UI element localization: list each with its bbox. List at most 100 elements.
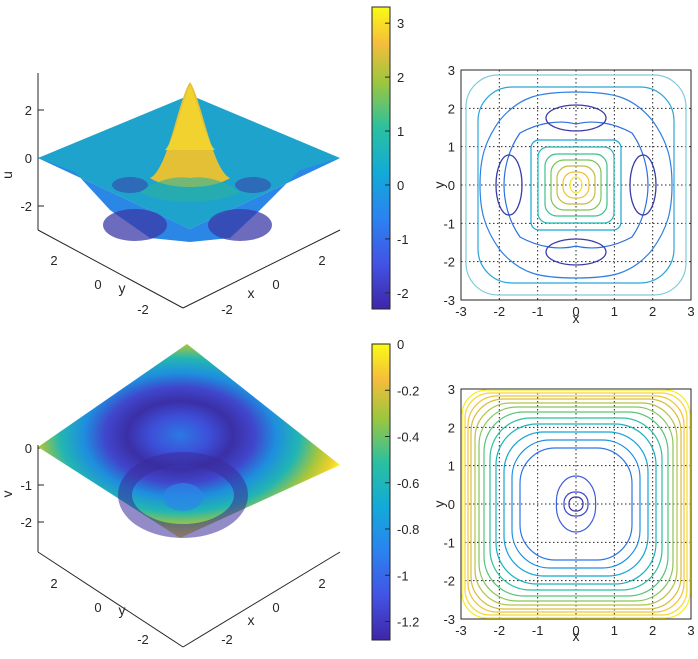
contour-line <box>562 171 590 199</box>
y-tick: 2 <box>50 576 57 591</box>
x-tick: 3 <box>687 623 694 638</box>
surface-peak-base <box>140 177 240 202</box>
x-tick: 2 <box>649 304 656 319</box>
x-tick: -2 <box>494 623 506 638</box>
x-tick: 1 <box>611 304 618 319</box>
contour-axes-box <box>460 388 692 620</box>
x-axis-label: x <box>248 612 255 628</box>
contour-line <box>544 153 608 217</box>
z-tick: -2 <box>20 515 32 530</box>
x-axis-label: x <box>248 285 255 301</box>
colorbar-u: 3 2 1 0 -1 -2 <box>371 6 409 310</box>
x-axis-label: x <box>573 628 580 644</box>
y-tick: -3 <box>443 293 455 308</box>
y-tick: 2 <box>448 420 455 435</box>
surface-sheet <box>38 344 340 538</box>
contour-line <box>629 154 657 216</box>
y-tick: -2 <box>137 302 149 317</box>
colorbar-tick-label: -0.8 <box>397 522 419 537</box>
x-axis-label: x <box>573 310 580 326</box>
colorbar-tick-label: 0 <box>397 178 404 193</box>
z-tick: 2 <box>25 103 32 118</box>
y-tick: -2 <box>443 574 455 589</box>
contour-lines <box>461 389 691 619</box>
y-tick: 0 <box>448 178 455 193</box>
y-axis-line <box>37 229 184 309</box>
colorbar-gradient <box>371 343 391 641</box>
z-tick: -2 <box>20 199 32 214</box>
y-tick: 0 <box>94 600 101 615</box>
colorbar-tick-label: -1 <box>397 232 409 247</box>
y-tick: 2 <box>50 253 57 268</box>
y-tick: -2 <box>137 632 149 647</box>
surface-dip <box>235 177 271 193</box>
contour-line <box>461 389 691 619</box>
y-axis-line <box>37 551 184 648</box>
colorbar-tick-label: -0.6 <box>397 476 419 491</box>
surface-trough-ring <box>118 452 248 538</box>
contour-line <box>464 392 688 616</box>
surface-dip <box>208 209 272 241</box>
contour-line <box>545 238 607 266</box>
x-tick: -2 <box>221 632 233 647</box>
contour-line <box>479 91 673 279</box>
y-tick: -2 <box>443 255 455 270</box>
y-tick: 0 <box>94 277 101 292</box>
x-tick: -1 <box>532 304 544 319</box>
y-tick: 3 <box>448 63 455 78</box>
y-axis-label: y <box>431 182 447 189</box>
colorbar-tick-label: -0.4 <box>397 430 419 445</box>
z-axis-label: u <box>0 171 15 179</box>
contour-line <box>530 139 622 231</box>
z-tick: -1 <box>20 478 32 493</box>
contour-line <box>470 398 682 610</box>
contour-plot-v: -3 -2 -1 0 1 2 3 3 2 1 0 -1 -2 -3 x y <box>431 382 695 644</box>
x-tick: 2 <box>318 576 325 591</box>
y-tick: 1 <box>448 140 455 155</box>
x-tick: 0 <box>572 623 579 638</box>
contour-line <box>503 121 649 249</box>
contour-plot-u: -3 -2 -1 0 1 2 3 3 2 1 0 -1 -2 -3 x y <box>431 63 695 326</box>
contour-line <box>511 439 641 569</box>
y-tick: 2 <box>448 101 455 116</box>
contour-line <box>555 475 597 533</box>
x-axis-line <box>182 229 341 309</box>
contour-line <box>519 447 633 561</box>
colorbar-tick-label: 3 <box>397 16 404 31</box>
contour-line <box>550 159 602 211</box>
x-tick: 2 <box>318 253 325 268</box>
colorbar-tick-label: -1.2 <box>397 615 419 630</box>
z-axis-label: v <box>0 491 15 498</box>
surface-plot-u: 2 0 -2 u 2 0 -2 y -2 0 2 x <box>0 73 341 317</box>
y-tick: -3 <box>443 612 455 627</box>
colorbar-tick-label: 2 <box>397 70 404 85</box>
y-axis-label: y <box>431 501 447 508</box>
contour-line <box>568 496 584 512</box>
x-tick: 1 <box>611 623 618 638</box>
contour-line <box>477 86 675 284</box>
colorbar-tick-label: 1 <box>397 124 404 139</box>
contour-axes-box <box>460 69 692 301</box>
contour-line <box>537 146 615 224</box>
contour-lines <box>465 74 687 296</box>
x-tick: -3 <box>455 304 467 319</box>
x-tick: 0 <box>272 600 279 615</box>
x-tick: 0 <box>272 277 279 292</box>
contour-line <box>495 423 657 585</box>
x-tick: 3 <box>687 304 694 319</box>
contour-line <box>545 104 607 132</box>
z-tick: 0 <box>25 151 32 166</box>
contour-line <box>478 406 674 602</box>
colorbar-tick-label: 0 <box>397 337 404 352</box>
contour-line <box>503 431 649 577</box>
y-tick: 0 <box>448 497 455 512</box>
x-tick: 2 <box>649 623 656 638</box>
surface-peak-top <box>165 85 215 150</box>
y-axis-label: y <box>119 280 126 296</box>
x-tick: -1 <box>532 623 544 638</box>
y-tick: -1 <box>443 535 455 550</box>
y-tick: -1 <box>443 216 455 231</box>
surface-center <box>163 483 203 511</box>
x-tick: 0 <box>572 304 579 319</box>
